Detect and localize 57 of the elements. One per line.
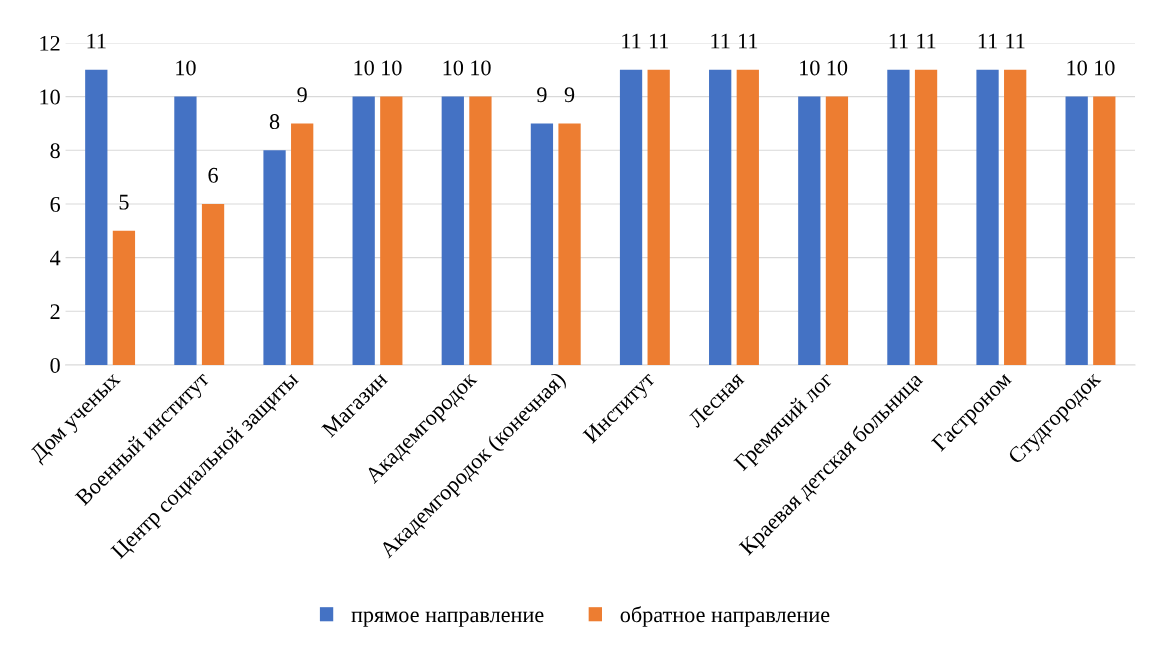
y-tick-label: 2 — [50, 304, 60, 320]
bar — [469, 96, 492, 365]
data-label: 11 — [711, 33, 730, 49]
data-label: 8 — [269, 114, 280, 130]
bar — [85, 69, 108, 365]
y-tick-label: 10 — [40, 89, 60, 105]
bar — [441, 96, 464, 365]
y-tick-label: 0 — [50, 357, 60, 373]
bar — [914, 69, 938, 365]
data-label: 10 — [354, 60, 374, 76]
bar — [1093, 96, 1116, 365]
bar — [352, 96, 375, 365]
y-tick-label: 4 — [50, 250, 61, 266]
data-label: 11 — [889, 33, 908, 49]
bar — [263, 150, 286, 365]
bar — [174, 96, 197, 365]
legend-label: прямое направление — [351, 611, 544, 627]
data-label: 11 — [978, 33, 997, 49]
data-label: 11 — [649, 33, 669, 49]
y-tick-label: 12 — [40, 35, 60, 51]
data-label: 10 — [471, 60, 491, 76]
data-label: 10 — [176, 60, 196, 76]
bar — [558, 123, 581, 365]
data-label: 9 — [564, 87, 575, 103]
data-label: 11 — [739, 33, 758, 49]
data-label: 10 — [1095, 60, 1115, 76]
bar — [1065, 96, 1088, 365]
data-label: 9 — [537, 87, 547, 103]
data-label: 5 — [119, 194, 129, 210]
bar — [647, 69, 670, 365]
bar — [798, 96, 821, 365]
bar — [709, 69, 732, 365]
bar — [1004, 69, 1027, 365]
data-label: 6 — [208, 167, 218, 183]
bar — [736, 69, 759, 365]
data-label: 10 — [800, 60, 820, 76]
data-label: 11 — [87, 33, 106, 49]
y-tick-label: 6 — [50, 196, 61, 212]
legend-label: обратное направление — [620, 606, 830, 627]
bar — [112, 230, 136, 365]
bar — [619, 69, 643, 365]
data-label: 10 — [1067, 60, 1087, 76]
bar — [825, 96, 849, 365]
bar — [976, 69, 999, 365]
bar — [291, 123, 314, 365]
bar — [380, 96, 403, 365]
data-label: 11 — [1006, 33, 1025, 49]
y-tick-label: 8 — [50, 143, 60, 159]
data-label: 10 — [827, 60, 848, 76]
data-label: 9 — [297, 87, 307, 103]
bar — [887, 69, 910, 365]
bar — [530, 123, 554, 365]
data-label: 10 — [443, 60, 464, 76]
data-label: 11 — [917, 33, 936, 49]
data-label: 11 — [622, 33, 641, 49]
bar — [201, 203, 225, 365]
data-label: 10 — [382, 60, 402, 76]
